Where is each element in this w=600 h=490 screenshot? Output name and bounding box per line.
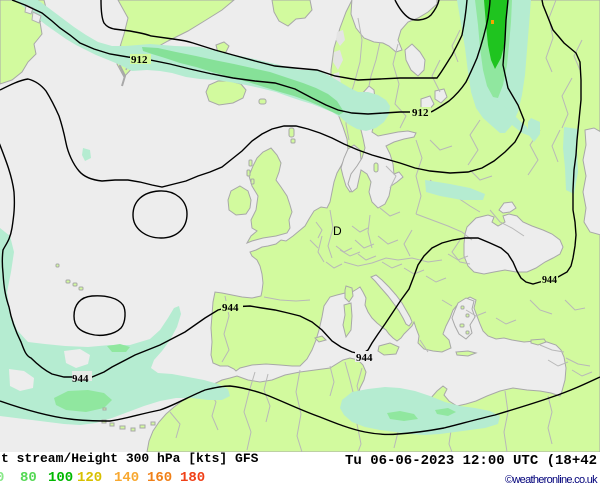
svg-text:944: 944 [356,352,373,364]
svg-text:944: 944 [542,275,557,286]
svg-text:944: 944 [222,302,239,314]
svg-text:912: 912 [131,54,148,66]
svg-text:912: 912 [412,107,429,119]
svg-text:D: D [333,224,342,238]
svg-text:944: 944 [72,373,89,385]
